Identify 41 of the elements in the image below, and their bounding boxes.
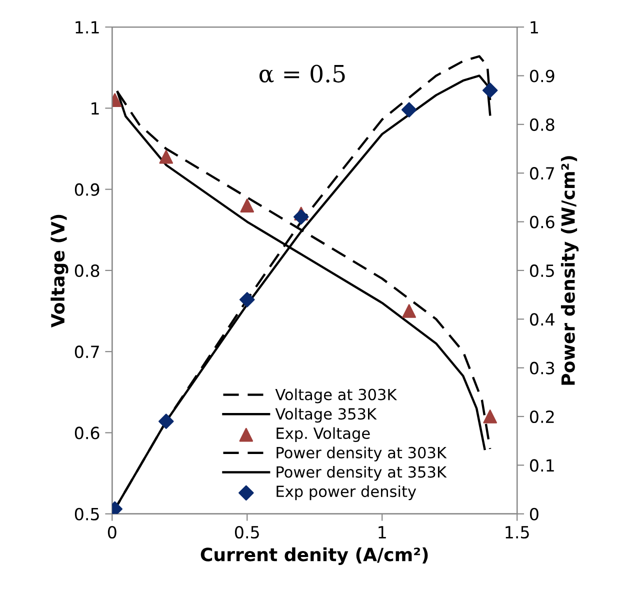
y2-axis-title: Power density (W/cm²) [560,156,579,385]
y2-tick-label: 0 [530,508,538,520]
y-axis-title: Voltage (V) [50,214,68,328]
annotation: α = 0.5 [260,64,345,83]
y-tick-label: 0.5 [74,508,99,520]
point [158,414,174,429]
point [402,304,416,318]
point [482,82,498,98]
y-tick-label: 1 [92,102,99,115]
y2-tick-label: 0.7 [530,167,554,180]
x-tick-label: 0 [108,526,116,539]
y-tick-label: 0.8 [74,264,100,278]
y2-tick-label: 0.9 [530,70,554,82]
y2-tick-label: 1 [530,21,538,34]
x-tick-label: 1 [378,526,386,538]
legend-label: Exp. Voltage [276,427,370,442]
y2-tick-label: 0.8 [530,118,554,131]
point [483,410,497,424]
legend-label: Exp power density [276,485,416,500]
point [240,198,254,212]
legend-label: Voltage 353K [275,408,377,423]
legend-label: Power density at 303K [276,446,447,462]
legend-label: Voltage at 303K [275,388,398,404]
x-tick-label: 1.5 [506,526,529,539]
x-axis-title: Current denity (A/cm²) [200,547,428,565]
point [401,102,417,118]
point [159,150,174,164]
y-tick-label: 0.7 [74,346,99,358]
point [239,292,255,308]
y2-tick-label: 0.4 [530,313,554,326]
y2-tick-label: 0.3 [530,362,554,374]
y2-tick-label: 0.6 [530,216,554,228]
point [293,209,309,225]
y2-tick-label: 0.2 [530,410,554,424]
y2-tick-label: 0.5 [530,264,554,278]
y2-tick-label: 0.1 [530,459,554,472]
legend-label: Power density at 353K [276,466,447,481]
y-tick-label: 1.1 [76,21,99,34]
y-tick-label: 0.6 [74,426,100,440]
x-tick-label: 0.5 [234,526,259,539]
y-tick-label: 0.9 [74,183,100,196]
